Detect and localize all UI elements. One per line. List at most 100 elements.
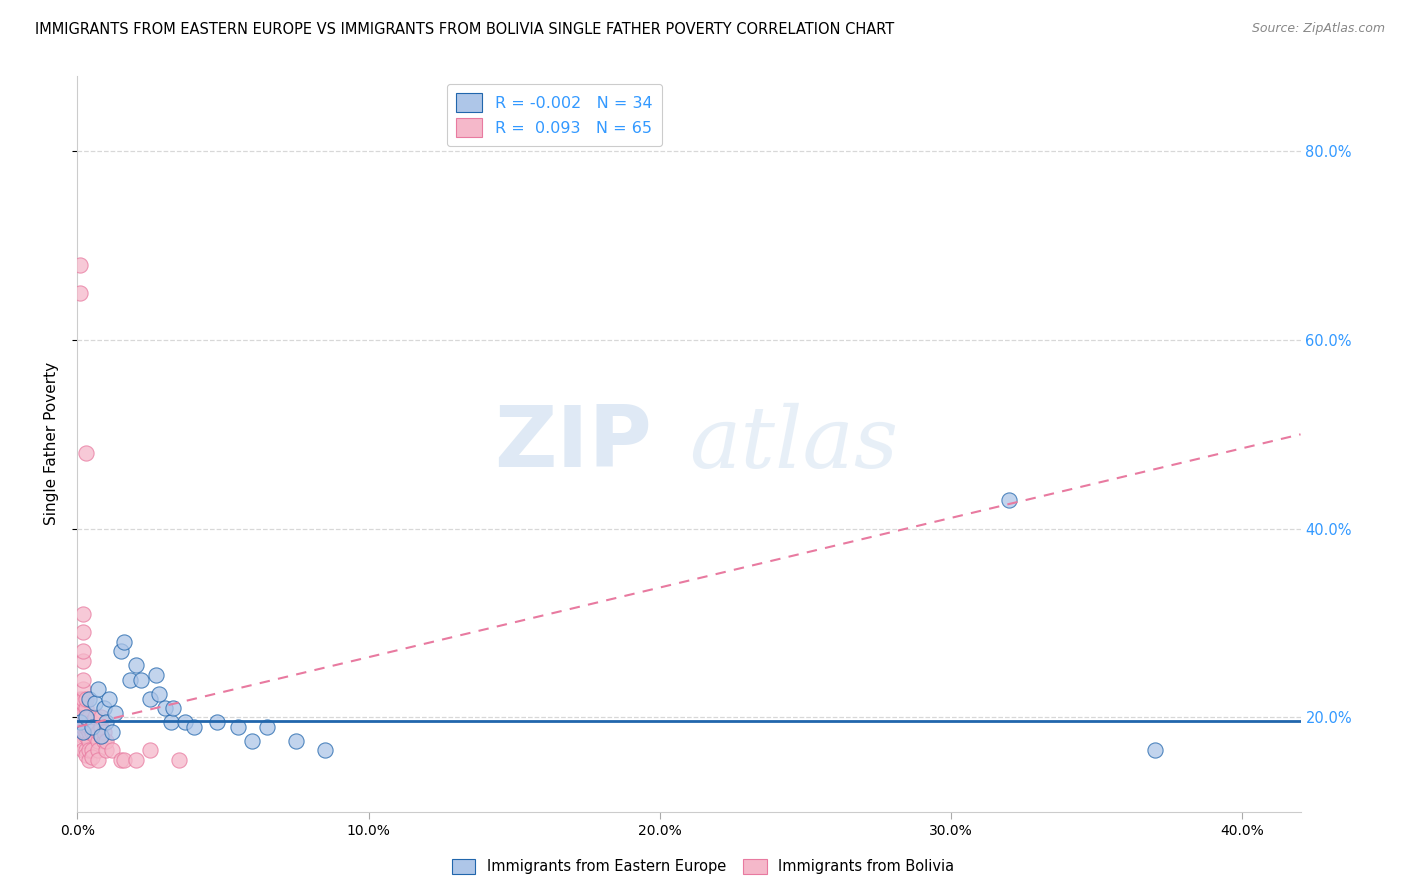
Point: [93, 701, 115, 715]
Point: [72, 706, 94, 720]
Point: [169, 753, 191, 767]
Y-axis label: Single Father Poverty: Single Father Poverty: [44, 362, 59, 525]
Point: [69, 710, 91, 724]
Point: [174, 715, 197, 730]
Point: [183, 720, 205, 734]
Point: [80, 743, 103, 757]
Point: [124, 753, 146, 767]
Point: [77, 734, 100, 748]
Point: [75, 743, 97, 757]
Point: [998, 493, 1021, 508]
Point: [98, 691, 121, 706]
Point: [83, 696, 105, 710]
Point: [77, 710, 100, 724]
Point: [72, 644, 94, 658]
Point: [131, 673, 153, 687]
Point: [75, 691, 97, 706]
Point: [77, 720, 100, 734]
Point: [112, 635, 135, 649]
Point: [72, 715, 94, 730]
Point: [112, 753, 135, 767]
Point: [118, 673, 141, 687]
Point: [72, 720, 94, 734]
Point: [87, 753, 110, 767]
Point: [75, 748, 97, 763]
Point: [83, 720, 105, 734]
Point: [145, 668, 167, 682]
Point: [90, 729, 112, 743]
Point: [72, 729, 94, 743]
Point: [110, 644, 132, 658]
Point: [148, 687, 170, 701]
Point: [69, 285, 91, 300]
Point: [87, 724, 110, 739]
Point: [159, 715, 181, 730]
Point: [162, 701, 184, 715]
Point: [69, 715, 91, 730]
Point: [77, 753, 100, 767]
Point: [77, 724, 100, 739]
Point: [284, 734, 307, 748]
Point: [80, 715, 103, 730]
Point: [75, 701, 97, 715]
Point: [69, 724, 91, 739]
Point: [77, 691, 100, 706]
Point: [1143, 743, 1166, 757]
Point: [75, 729, 97, 743]
Point: [90, 710, 112, 724]
Point: [314, 743, 336, 757]
Point: [72, 681, 94, 696]
Point: [69, 696, 91, 710]
Point: [69, 724, 91, 739]
Point: [93, 734, 115, 748]
Legend: Immigrants from Eastern Europe, Immigrants from Bolivia: Immigrants from Eastern Europe, Immigran…: [446, 853, 960, 880]
Point: [205, 715, 228, 730]
Point: [72, 710, 94, 724]
Point: [72, 734, 94, 748]
Point: [96, 743, 118, 757]
Point: [80, 720, 103, 734]
Point: [75, 715, 97, 730]
Point: [87, 681, 110, 696]
Point: [75, 724, 97, 739]
Point: [69, 710, 91, 724]
Point: [69, 691, 91, 706]
Point: [90, 720, 112, 734]
Point: [87, 734, 110, 748]
Point: [80, 750, 103, 764]
Point: [139, 691, 162, 706]
Point: [80, 724, 103, 739]
Point: [240, 734, 263, 748]
Point: [69, 258, 91, 272]
Legend: R = -0.002   N = 34, R =  0.093   N = 65: R = -0.002 N = 34, R = 0.093 N = 65: [447, 84, 662, 146]
Point: [69, 720, 91, 734]
Point: [96, 715, 118, 730]
Point: [75, 710, 97, 724]
Point: [90, 729, 112, 743]
Point: [83, 710, 105, 724]
Text: IMMIGRANTS FROM EASTERN EUROPE VS IMMIGRANTS FROM BOLIVIA SINGLE FATHER POVERTY : IMMIGRANTS FROM EASTERN EUROPE VS IMMIGR…: [35, 22, 894, 37]
Point: [72, 743, 94, 757]
Point: [153, 701, 176, 715]
Point: [226, 720, 249, 734]
Point: [87, 743, 110, 757]
Point: [75, 446, 97, 460]
Point: [139, 743, 162, 757]
Point: [83, 729, 105, 743]
Point: [72, 691, 94, 706]
Point: [69, 701, 91, 715]
Text: ZIP: ZIP: [495, 402, 652, 485]
Point: [72, 673, 94, 687]
Point: [72, 724, 94, 739]
Point: [124, 658, 146, 673]
Point: [72, 625, 94, 640]
Text: Source: ZipAtlas.com: Source: ZipAtlas.com: [1251, 22, 1385, 36]
Point: [96, 734, 118, 748]
Point: [256, 720, 278, 734]
Point: [72, 607, 94, 621]
Point: [77, 743, 100, 757]
Point: [101, 743, 124, 757]
Point: [69, 715, 91, 730]
Point: [104, 706, 127, 720]
Point: [101, 724, 124, 739]
